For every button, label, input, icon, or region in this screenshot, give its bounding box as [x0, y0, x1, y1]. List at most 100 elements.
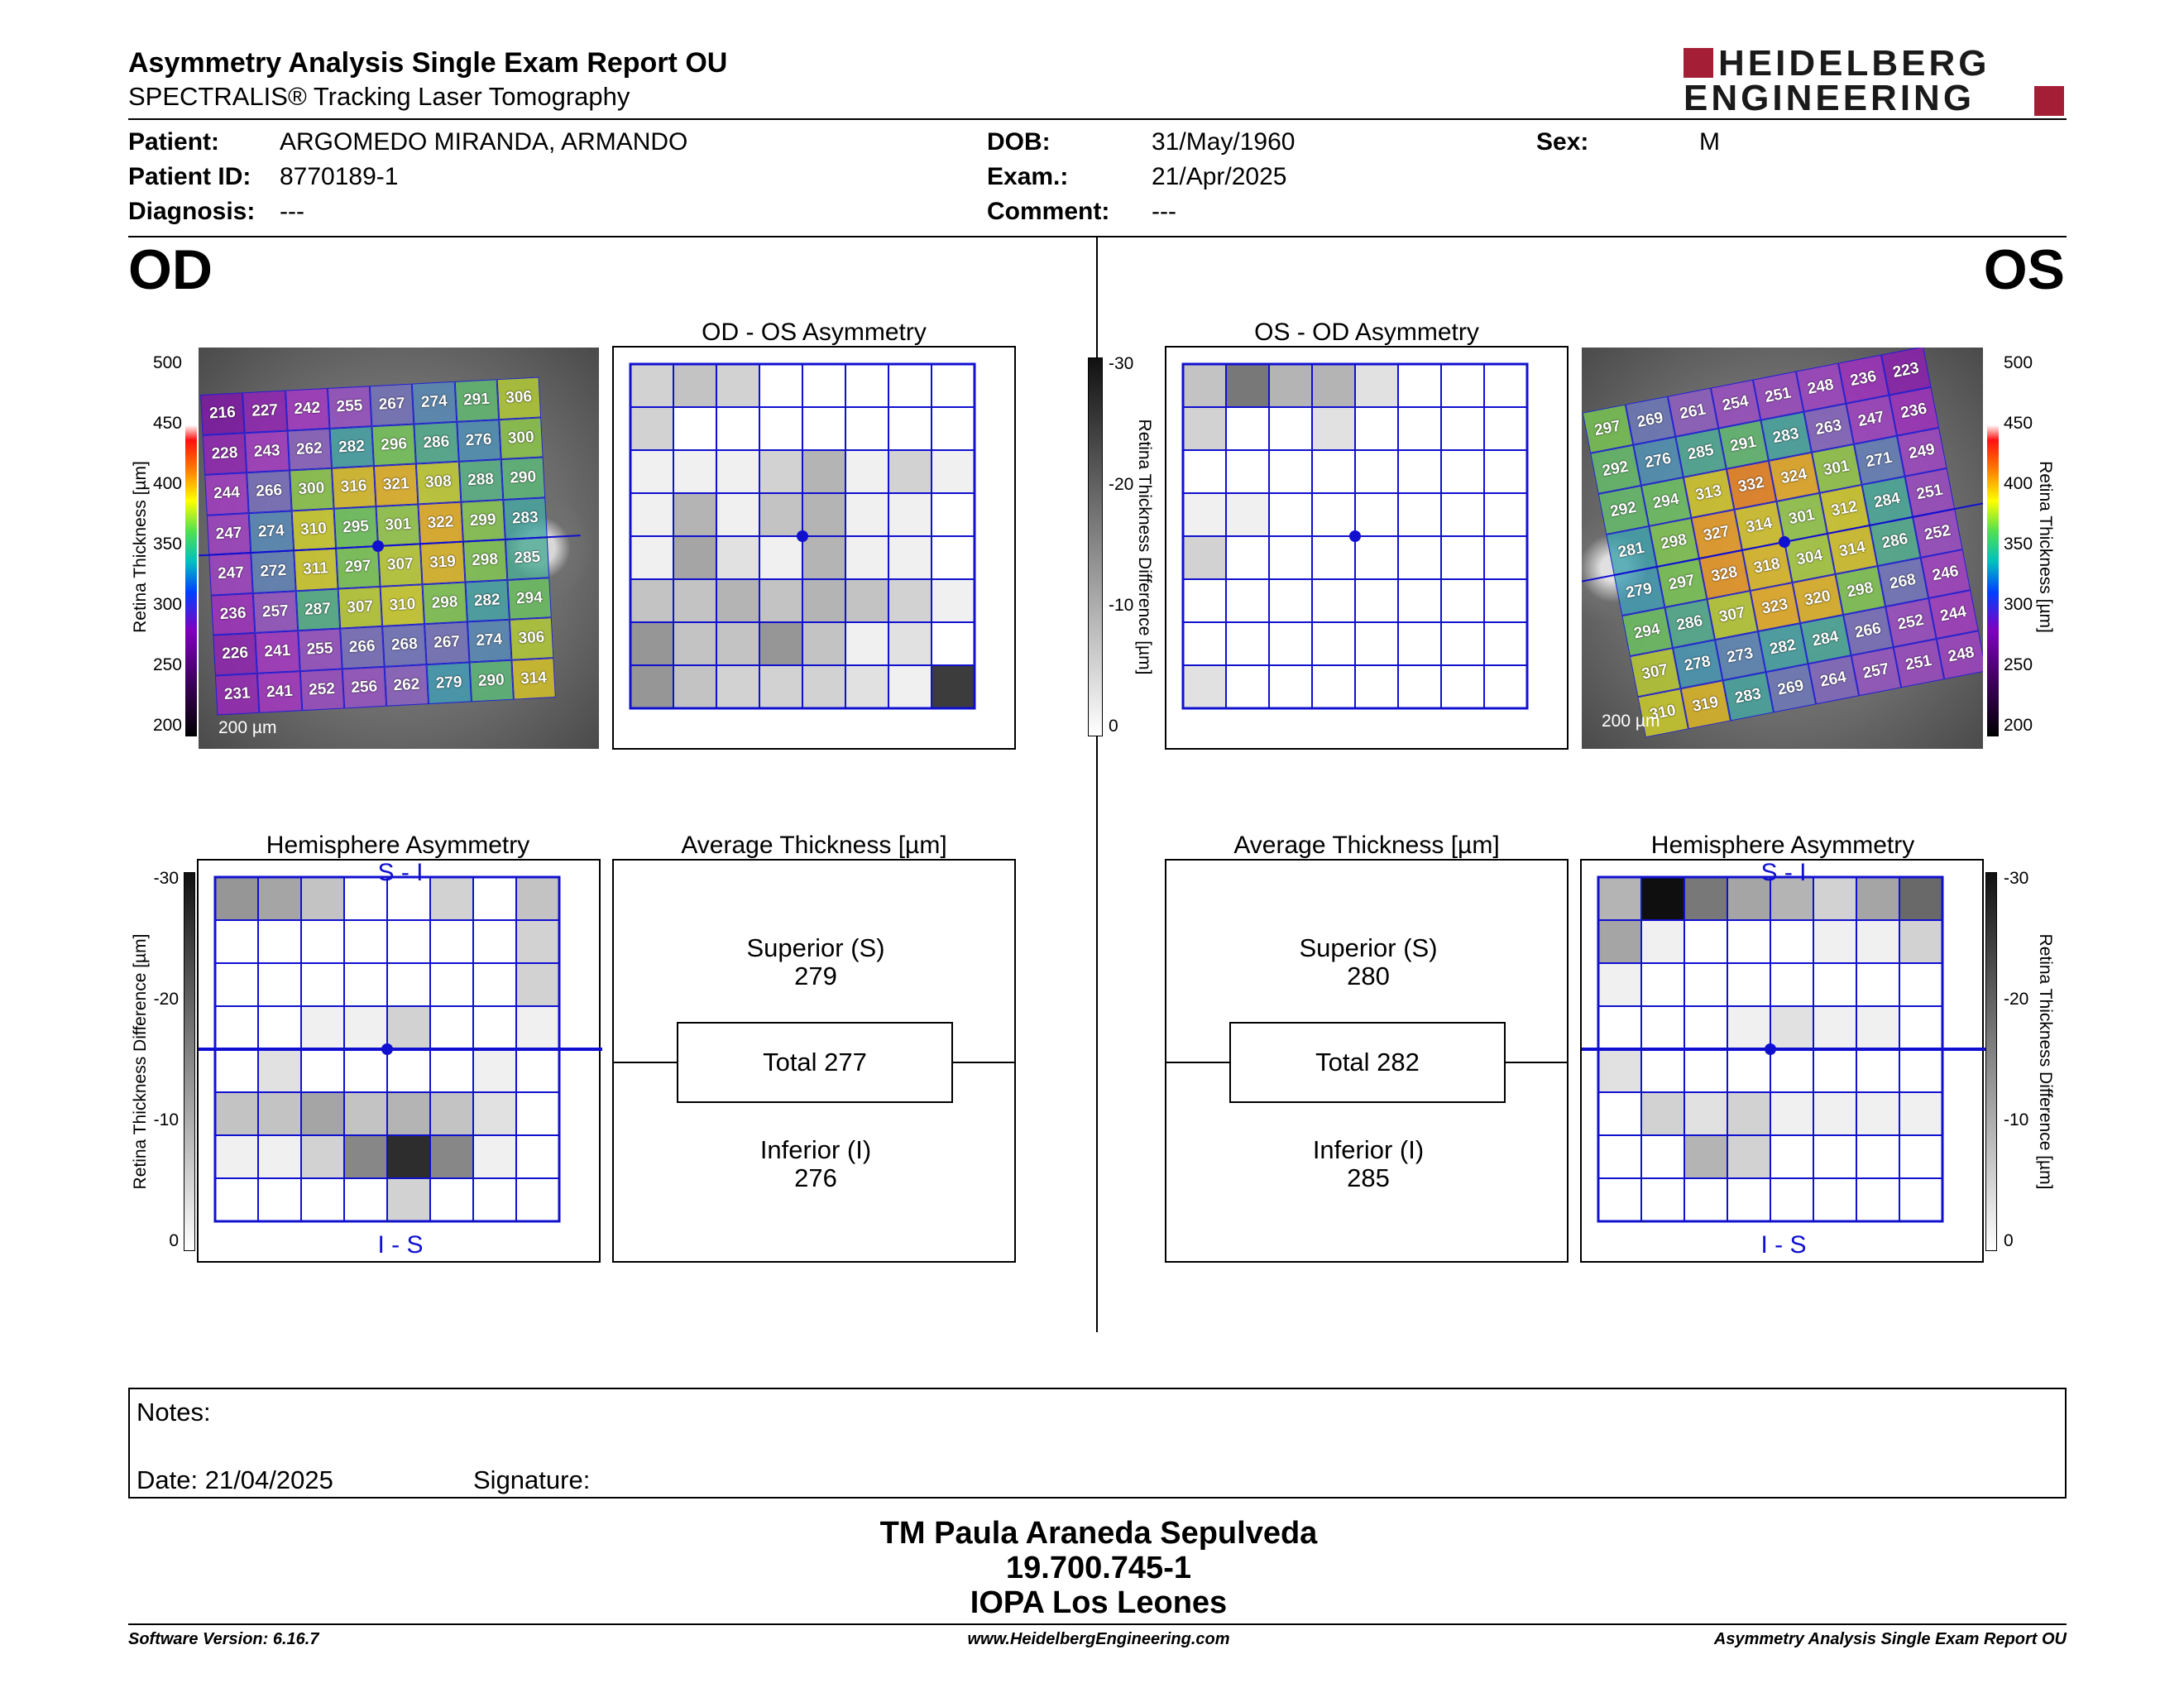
grid-cell-r5c6	[1856, 1091, 1900, 1136]
os-inferior-label: Inferior (I)	[1312, 1135, 1425, 1164]
grid-cell-r6c1	[257, 1134, 302, 1179]
grid-cell-r5c0	[1182, 578, 1227, 623]
grid-cell-r2c4	[1770, 962, 1814, 1007]
thickness-cell-r7c7: 248	[1936, 631, 1983, 680]
grid-cell-r4c2	[1684, 1048, 1728, 1093]
grid-cell-r0c2	[300, 876, 345, 921]
grid-cell-r7c0	[1182, 664, 1227, 709]
tick-label: -30	[1109, 354, 1134, 373]
grid-cell-r0c7	[1483, 363, 1528, 408]
grid-cell-r2c2	[300, 962, 345, 1007]
grid-cell-r6c5	[1813, 1134, 1857, 1179]
grid-cell-r4c3	[759, 535, 803, 580]
grid-cell-r7c0	[214, 1177, 259, 1222]
website-link[interactable]: www.HeidelbergEngineering.com	[967, 1630, 1230, 1648]
grid-cell-r6c2	[1268, 621, 1313, 666]
grid-cell-r4c2	[300, 1048, 345, 1093]
patient-label: Patient:	[128, 128, 220, 156]
grid-cell-r2c5	[1813, 962, 1857, 1007]
grid-cell-r5c6	[888, 578, 932, 623]
grid-cell-r1c7	[515, 919, 560, 964]
thickness-cell-r7c6: 290	[468, 659, 514, 703]
grid-cell-r0c7	[931, 363, 975, 408]
grid-cell-r0c3	[1311, 363, 1356, 408]
grid-cell-r1c6	[472, 919, 517, 964]
heidelberg-logo: HEIDELBERG ENGINEERING	[1684, 43, 2064, 118]
fovea-center-marker	[797, 530, 808, 542]
grid-cell-r0c7	[1899, 876, 1943, 921]
grid-cell-r5c2	[300, 1091, 345, 1136]
thickness-cell-r6c7: 306	[509, 617, 554, 660]
grid-cell-r4c0	[630, 535, 674, 580]
grid-cell-r0c5	[845, 363, 889, 408]
thickness-cell-r6c6: 274	[467, 619, 512, 662]
thickness-cell-r4c2: 311	[293, 548, 338, 591]
grid-cell-r7c3	[343, 1177, 388, 1222]
grid-cell-r1c4	[1354, 406, 1399, 451]
grid-cell-r1c6	[1856, 919, 1900, 964]
grid-cell-r7c6	[1440, 664, 1485, 709]
od-inferior-value: 276	[794, 1163, 837, 1192]
od-thickness-colorbar	[185, 357, 197, 736]
grid-cell-r3c1	[1640, 1005, 1685, 1050]
footer-divider	[128, 1623, 2067, 1625]
grid-cell-r6c6	[1856, 1134, 1900, 1179]
os-thickness-axis-label: Retina Thickness [µm]	[2036, 461, 2055, 633]
os-inferior-value: 285	[1347, 1163, 1390, 1192]
grid-cell-r0c4	[1354, 363, 1399, 408]
grid-cell-r6c7	[1899, 1134, 1943, 1179]
tick-label: 300	[2004, 595, 2033, 614]
grid-cell-r3c4	[386, 1005, 431, 1050]
grid-cell-r1c2	[1268, 406, 1313, 451]
center-divider	[1096, 237, 1098, 1332]
thickness-cell-r0c7: 306	[496, 376, 542, 420]
thickness-cell-r4c3: 297	[335, 546, 381, 589]
grid-cell-r7c2	[1684, 1177, 1728, 1222]
thickness-cell-r5c1: 257	[252, 590, 298, 633]
grid-cell-r0c2	[716, 363, 760, 408]
thickness-cell-r3c4: 301	[376, 503, 421, 546]
grid-cell-r7c3	[759, 664, 803, 709]
od-fundus-image: 216 227 242 255 267 274 291 306 228 243 262 282 296 2…	[199, 348, 599, 749]
fovea-center-marker	[1765, 1043, 1776, 1055]
os-si-label: S - I	[1760, 859, 1807, 886]
grid-cell-r4c0	[1182, 535, 1227, 580]
grid-cell-r3c2	[1268, 492, 1313, 537]
grid-cell-r4c2	[1268, 535, 1313, 580]
os-thickness-ticks: 500 450 400 350 300 250 200	[2004, 353, 2062, 737]
logo-heidelberg: HEIDELBERG	[1718, 43, 1990, 84]
grid-cell-r5c5	[429, 1091, 474, 1136]
os-superior-value: 280	[1347, 961, 1390, 990]
thickness-cell-r5c7: 294	[507, 577, 552, 620]
grid-cell-r1c7	[1899, 919, 1943, 964]
thickness-cell-r6c3: 266	[339, 626, 385, 669]
os-eye-label: OS	[1983, 238, 2065, 301]
od-inferior-label: Inferior (I)	[759, 1135, 872, 1164]
grid-cell-r2c6	[1440, 449, 1485, 494]
grid-cell-r6c1	[1640, 1134, 1685, 1179]
grid-cell-r1c5	[1813, 919, 1857, 964]
grid-cell-r5c2	[1268, 578, 1313, 623]
od-hemi-colorbar	[184, 872, 195, 1251]
grid-cell-r4c5	[1813, 1048, 1857, 1093]
grid-cell-r7c5	[429, 1177, 474, 1222]
grid-cell-r5c4	[1354, 578, 1399, 623]
od-asymmetry-panel	[612, 346, 1016, 750]
grid-cell-r1c4	[802, 406, 846, 451]
grid-cell-r4c3	[1727, 1048, 1771, 1093]
od-hemi-axis-label: Retina Thickness Difference [µm]	[131, 933, 150, 1190]
grid-cell-r0c3	[759, 363, 803, 408]
comment-value: ---	[1152, 198, 1176, 225]
thickness-cell-r7c2: 283	[1722, 672, 1774, 722]
grid-cell-r0c4	[802, 363, 846, 408]
grid-cell-r4c0	[1597, 1048, 1642, 1093]
od-hemisphere-panel: S - I I - S	[197, 859, 602, 1263]
grid-cell-r1c3	[1311, 406, 1356, 451]
thickness-cell-r0c4: 267	[369, 383, 414, 426]
dob-label: DOB:	[987, 128, 1051, 156]
grid-cell-r5c1	[673, 578, 717, 623]
grid-cell-r2c2	[1684, 962, 1728, 1007]
grid-cell-r7c1	[257, 1177, 302, 1222]
grid-cell-r3c6	[1440, 492, 1485, 537]
thickness-cell-r0c0: 216	[200, 392, 245, 435]
